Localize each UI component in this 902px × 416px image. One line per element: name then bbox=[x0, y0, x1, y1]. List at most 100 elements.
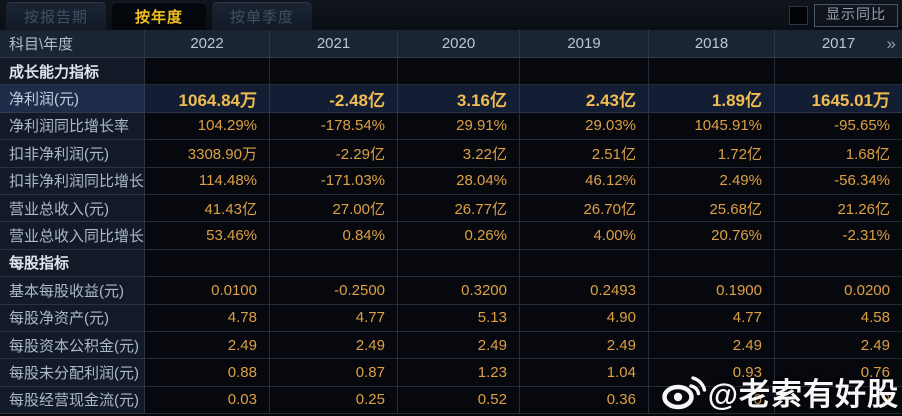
value-cell-2018: 1.89亿 bbox=[649, 85, 775, 113]
value-cell-2022: 4.78 bbox=[145, 304, 270, 332]
value-cell-2022: 104.29% bbox=[145, 112, 270, 141]
value-cell-2019: 2.43亿 bbox=[520, 85, 649, 113]
value-cell-2022 bbox=[145, 249, 270, 278]
value-cell-2018: 2.49% bbox=[649, 167, 775, 195]
year-header-2020[interactable]: 2020 bbox=[398, 30, 520, 58]
value-cell-2019: 2.49 bbox=[520, 331, 649, 360]
value-cell-2020 bbox=[398, 249, 520, 278]
table-row: 每股净资产(元) 4.78 4.77 5.13 4.90 4.77 4.58 bbox=[0, 304, 902, 332]
value-cell-2022: 3308.90万 bbox=[145, 140, 270, 168]
show-yoy-button[interactable]: 显示同比 bbox=[814, 3, 898, 27]
value-cell-2022: 0.88 bbox=[145, 359, 270, 387]
value-cell-2018: 0.93 bbox=[649, 359, 775, 387]
corner-label: 科目\年度 bbox=[0, 30, 145, 58]
value-cell-2020: 29.91% bbox=[398, 112, 520, 141]
tab-by-single-quarter[interactable]: 按单季度 bbox=[212, 2, 313, 30]
row-label: 每股净资产(元) bbox=[0, 304, 145, 332]
value-cell-2021 bbox=[270, 249, 398, 278]
value-cell-2020: 0.26% bbox=[398, 222, 520, 250]
year-header-2018[interactable]: 2018 bbox=[649, 30, 775, 58]
value-cell-2020: 0.52 bbox=[398, 386, 520, 415]
row-label: 每股资本公积金(元) bbox=[0, 331, 145, 360]
value-cell-2017: 21.26亿 bbox=[775, 194, 902, 223]
more-years-chevron-icon[interactable]: » bbox=[886, 33, 897, 53]
value-cell-2021: -2.48亿 bbox=[270, 85, 398, 113]
row-label: 扣非净利润同比增长率 bbox=[0, 167, 145, 195]
value-cell-2022: 0.03 bbox=[145, 386, 270, 415]
value-cell-2019: 26.70亿 bbox=[520, 194, 649, 223]
value-cell-2022: 0.0100 bbox=[145, 277, 270, 305]
table-header-row: 科目\年度 2022 2021 2020 2019 2018 2017» bbox=[0, 30, 902, 58]
value-cell-2018: 2.49 bbox=[649, 331, 775, 360]
value-cell-2022: 1064.84万 bbox=[145, 85, 270, 113]
year-header-2019[interactable]: 2019 bbox=[520, 30, 649, 58]
value-cell-2019: 4.00% bbox=[520, 222, 649, 250]
table-row: 每股经营现金流(元) 0.03 0.25 0.52 0.36 0 9 bbox=[0, 386, 902, 415]
tab-by-year[interactable]: 按年度 bbox=[112, 2, 207, 30]
section-header-row: 每股指标 bbox=[0, 249, 902, 278]
value-cell-2017: -56.34% bbox=[775, 167, 902, 195]
value-cell-2017: 1645.01万 bbox=[775, 85, 902, 113]
value-cell-2021: -171.03% bbox=[270, 167, 398, 195]
year-header-2017[interactable]: 2017» bbox=[775, 30, 902, 58]
table-row: 基本每股收益(元) 0.0100 -0.2500 0.3200 0.2493 0.1900… bbox=[0, 277, 902, 305]
value-cell-2022: 41.43亿 bbox=[145, 194, 270, 223]
value-cell-2018 bbox=[649, 58, 775, 86]
financial-table: 科目\年度 2022 2021 2020 2019 2018 2017» 成长能力指标 净利润(… bbox=[0, 30, 902, 415]
row-label: 每股未分配利润(元) bbox=[0, 359, 145, 387]
value-cell-2017: -95.65% bbox=[775, 112, 902, 141]
value-cell-2019: 4.90 bbox=[520, 304, 649, 332]
value-cell-2020: 3.22亿 bbox=[398, 140, 520, 168]
row-label: 每股指标 bbox=[0, 249, 145, 278]
table-row: 营业总收入(元) 41.43亿 27.00亿 26.77亿 26.70亿 25.68亿 21… bbox=[0, 194, 902, 223]
value-cell-2017: 2.49 bbox=[775, 331, 902, 360]
value-cell-2019: 0.2493 bbox=[520, 277, 649, 305]
table-row: 每股资本公积金(元) 2.49 2.49 2.49 2.49 2.49 2.49 bbox=[0, 331, 902, 360]
value-cell-2021: 0.87 bbox=[270, 359, 398, 387]
year-header-2022[interactable]: 2022 bbox=[145, 30, 270, 58]
table-row: 每股未分配利润(元) 0.88 0.87 1.23 1.04 0.93 0.76 bbox=[0, 359, 902, 387]
value-cell-2019 bbox=[520, 58, 649, 86]
value-cell-2021: -2.29亿 bbox=[270, 140, 398, 168]
period-tabbar: 按报告期 按年度 按单季度 显示同比 bbox=[0, 0, 902, 30]
tab-by-report-period[interactable]: 按报告期 bbox=[6, 2, 107, 30]
value-cell-2017: 0.0200 bbox=[775, 277, 902, 305]
yoy-controls: 显示同比 bbox=[789, 3, 898, 27]
row-label: 成长能力指标 bbox=[0, 58, 145, 86]
value-cell-2021 bbox=[270, 58, 398, 86]
value-cell-2020: 0.3200 bbox=[398, 277, 520, 305]
table-row: 净利润同比增长率 104.29% -178.54% 29.91% 29.03% 1045.… bbox=[0, 112, 902, 141]
value-cell-2019 bbox=[520, 249, 649, 278]
table-row: 营业总收入同比增长率 53.46% 0.84% 0.26% 4.00% 20.76% -2.… bbox=[0, 222, 902, 250]
value-cell-2019: 46.12% bbox=[520, 167, 649, 195]
value-cell-2021: 27.00亿 bbox=[270, 194, 398, 223]
value-cell-2021: 4.77 bbox=[270, 304, 398, 332]
value-cell-2017: 4.58 bbox=[775, 304, 902, 332]
value-cell-2018: 20.76% bbox=[649, 222, 775, 250]
row-label: 净利润(元) bbox=[0, 85, 145, 113]
year-header-2021[interactable]: 2021 bbox=[270, 30, 398, 58]
value-cell-2019: 29.03% bbox=[520, 112, 649, 141]
value-cell-2018: 1.72亿 bbox=[649, 140, 775, 168]
value-cell-2020: 5.13 bbox=[398, 304, 520, 332]
table-row: 扣非净利润同比增长率 114.48% -171.03% 28.04% 46.12% 2.4… bbox=[0, 167, 902, 195]
value-cell-2021: 0.84% bbox=[270, 222, 398, 250]
value-cell-2021: 0.25 bbox=[270, 386, 398, 415]
value-cell-2019: 2.51亿 bbox=[520, 140, 649, 168]
value-cell-2018: 1045.91% bbox=[649, 112, 775, 141]
value-cell-2017 bbox=[775, 58, 902, 86]
row-label: 净利润同比增长率 bbox=[0, 112, 145, 141]
value-cell-2022: 2.49 bbox=[145, 331, 270, 360]
value-cell-2022 bbox=[145, 58, 270, 86]
value-cell-2020: 1.23 bbox=[398, 359, 520, 387]
value-cell-2018: 4.77 bbox=[649, 304, 775, 332]
row-label: 营业总收入(元) bbox=[0, 194, 145, 223]
value-cell-2018 bbox=[649, 249, 775, 278]
show-yoy-checkbox[interactable] bbox=[789, 5, 808, 25]
value-cell-2020: 3.16亿 bbox=[398, 85, 520, 113]
row-label: 扣非净利润(元) bbox=[0, 140, 145, 168]
value-cell-2017 bbox=[775, 249, 902, 278]
value-cell-2022: 53.46% bbox=[145, 222, 270, 250]
value-cell-2022: 114.48% bbox=[145, 167, 270, 195]
value-cell-2020: 28.04% bbox=[398, 167, 520, 195]
